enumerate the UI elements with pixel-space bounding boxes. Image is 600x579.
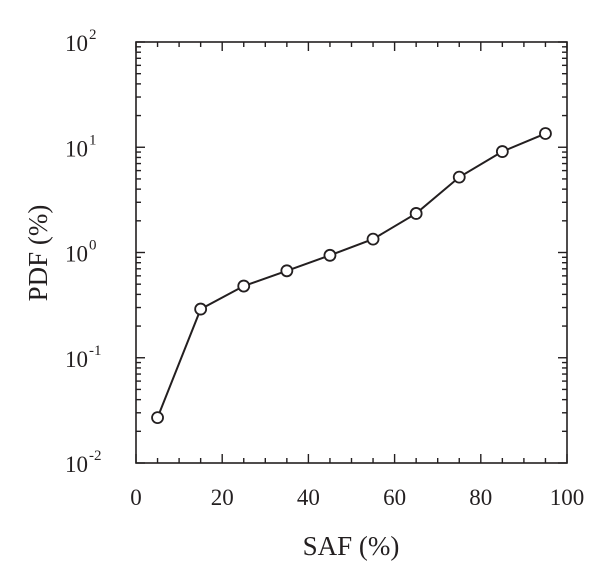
- x-axis-tick-labels: 0 20 40 60 80 100: [130, 485, 584, 510]
- plot-frame: [135, 41, 568, 464]
- data-point: [151, 411, 164, 424]
- series-line: [156, 132, 546, 418]
- x-tick-label: 80: [469, 485, 492, 510]
- data-point: [452, 170, 466, 184]
- y-tick-label: 10: [65, 347, 88, 372]
- x-axis-ticks: [135, 42, 568, 463]
- data-point: [539, 127, 552, 140]
- y-tick-label: 10: [65, 136, 88, 161]
- data-point: [409, 207, 423, 220]
- data-point: [237, 279, 251, 293]
- y-tick-label: 10: [65, 31, 88, 56]
- data-point: [280, 264, 294, 278]
- data-point: [366, 232, 380, 246]
- x-tick-label: 60: [383, 485, 406, 510]
- x-tick-label: 40: [297, 485, 320, 510]
- y-tick-label: 10: [65, 242, 88, 267]
- x-axis-title: SAF (%): [303, 531, 400, 561]
- x-tick-label: 20: [211, 485, 234, 510]
- data-point: [194, 302, 208, 316]
- data-point: [323, 248, 337, 262]
- y-tick-label-exponent: 1: [89, 132, 97, 148]
- y-tick-label-exponent: 2: [89, 27, 97, 43]
- x-tick-label: 100: [550, 485, 585, 510]
- series-group: [151, 127, 552, 424]
- y-tick-label: 10: [65, 452, 88, 477]
- x-tick-label: 0: [130, 485, 142, 510]
- y-tick-label-exponent: -1: [89, 343, 102, 359]
- y-axis-title: PDF (%): [23, 205, 53, 302]
- data-point: [495, 145, 509, 158]
- y-tick-label-exponent: 0: [89, 238, 97, 254]
- y-tick-label-exponent: -2: [89, 448, 102, 464]
- y-axis-ticks: [136, 41, 567, 464]
